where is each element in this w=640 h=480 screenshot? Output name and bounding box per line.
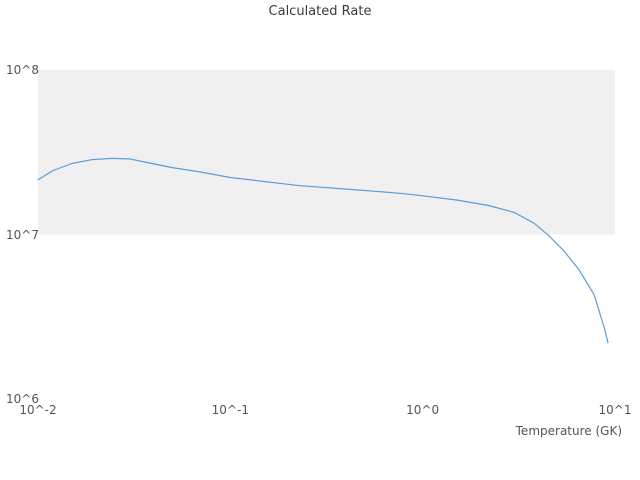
x-tick-label: 10^1	[598, 403, 632, 417]
y-tick-label: 10^7	[6, 227, 39, 242]
y-tick-label: 10^8	[6, 63, 39, 77]
y-tick-label: 10^6	[6, 392, 39, 406]
chart-title: Calculated Rate	[268, 4, 372, 19]
x-tick-label: 10^-2	[19, 403, 57, 417]
x-tick-label: 10^-1	[211, 403, 249, 417]
shaded-band	[38, 70, 615, 235]
x-tick-label: 10^0	[406, 403, 440, 417]
x-axis-label: Temperature (GK)	[515, 424, 622, 438]
calculated-rate-curve	[37, 157, 609, 344]
